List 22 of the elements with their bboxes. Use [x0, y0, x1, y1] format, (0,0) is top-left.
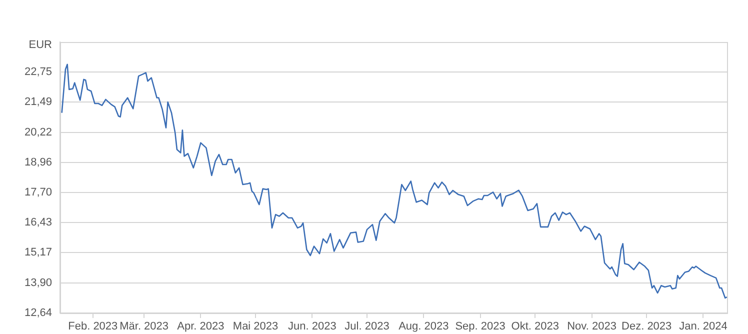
y-tick-label: 18,96 [24, 156, 52, 168]
x-tick-label: Jan. 2024 [679, 320, 728, 333]
y-tick-label: 21,49 [24, 96, 52, 108]
x-tick-label: Dez. 2023 [622, 320, 672, 333]
x-tick-label: Nov. 2023 [567, 320, 616, 333]
y-tick-label: 15,17 [24, 246, 52, 259]
y-tick-label: 20,22 [24, 126, 52, 138]
x-tick-label: Sep. 2023 [455, 320, 506, 333]
x-tick-label: Jul. 2023 [344, 320, 390, 333]
y-tick-label: 16,43 [24, 216, 52, 229]
y-tick-label: 17,70 [24, 186, 52, 198]
y-axis-title: EUR [28, 39, 52, 52]
y-tick-label: 12,64 [24, 307, 52, 320]
x-tick-label: Feb. 2023 [68, 320, 118, 333]
y-tick-label: 13,90 [24, 277, 52, 289]
x-tick-label: Okt. 2023 [511, 320, 559, 333]
x-tick-label: Jun. 2023 [288, 320, 336, 333]
y-tick-label: 22,75 [24, 66, 52, 78]
x-tick-label: Mär. 2023 [120, 320, 169, 333]
x-tick-label: Aug. 2023 [398, 320, 449, 333]
x-tick-label: Apr. 2023 [177, 320, 224, 333]
x-tick-label: Mai 2023 [232, 320, 278, 333]
